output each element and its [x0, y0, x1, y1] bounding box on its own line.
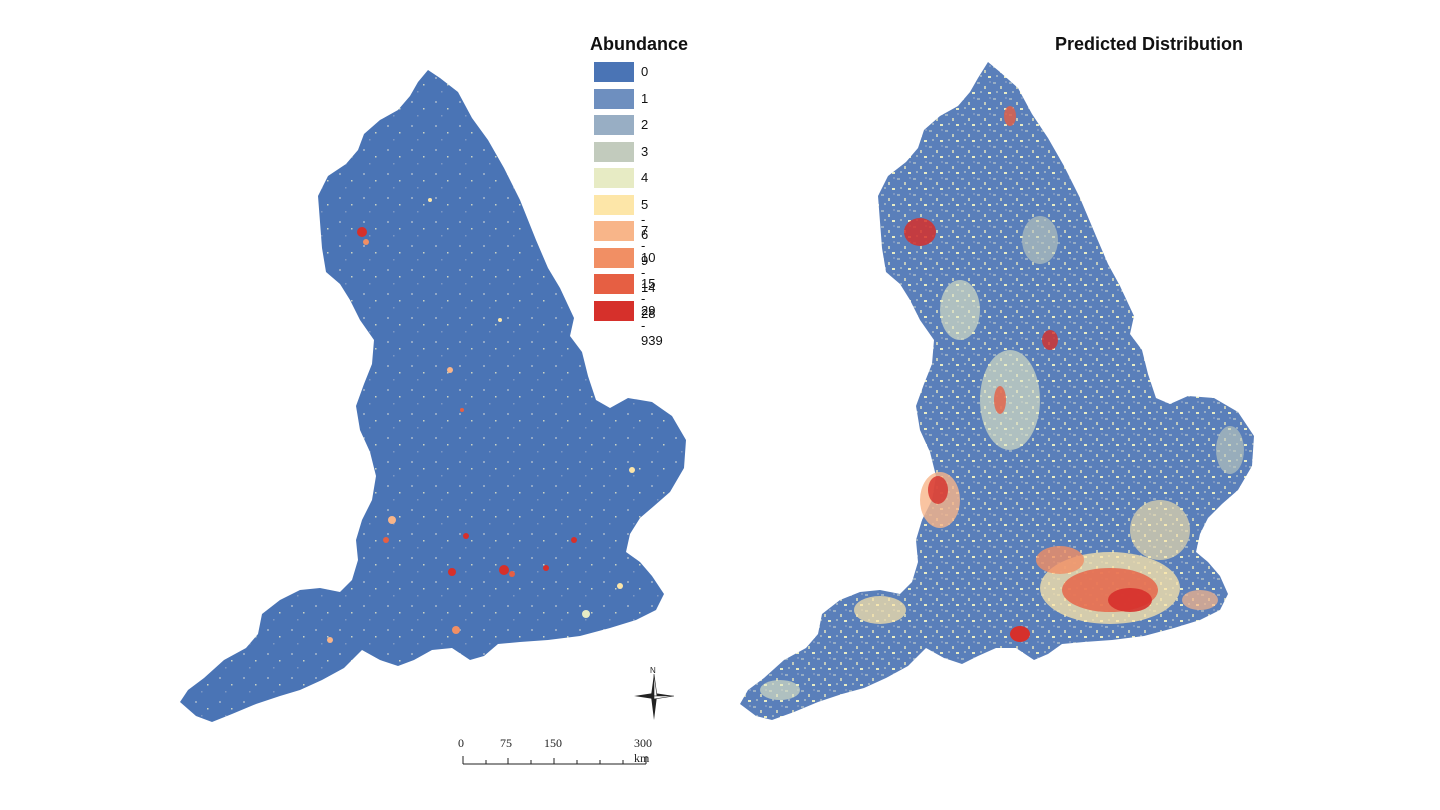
legend-swatch: [594, 88, 634, 109]
legend-swatch: [594, 221, 634, 241]
england-outline-abundance: [180, 70, 686, 722]
legend-label: 0: [641, 64, 649, 79]
north-label: N: [650, 666, 656, 675]
legend-label: 2: [641, 117, 649, 132]
predicted-distribution-map: [740, 62, 1254, 720]
predicted-hotspots: [760, 106, 1244, 700]
legend-label: 5 - 6: [641, 196, 649, 242]
scale-tick-label: 0: [458, 736, 464, 750]
legend-label: 29 - 939: [641, 302, 663, 348]
legend-swatch: [594, 62, 634, 82]
scale-tick-label: 150: [544, 736, 562, 750]
scale-tick-label: 300 km: [634, 736, 652, 765]
legend-label: 4: [641, 170, 649, 185]
north-arrow-compass-icon: [634, 673, 675, 720]
legend-swatch: [594, 274, 634, 294]
legend-swatch: [594, 194, 634, 215]
legend-swatch: [594, 300, 634, 321]
scale-bar-line: [462, 756, 647, 765]
legend-label: 3: [641, 143, 649, 159]
legend-label: 7 - 9: [641, 223, 649, 268]
scale-tick-label: 75: [500, 736, 512, 750]
legend-label: 10 - 14: [641, 249, 656, 295]
scale-bar: 0 75 150 300 km: [455, 736, 655, 770]
legend-label: 1: [641, 90, 649, 106]
predicted-distribution-title: Predicted Distribution: [1055, 34, 1244, 54]
legend-swatch: [594, 247, 634, 268]
legend-swatch: [594, 168, 634, 188]
legend-label: 15 - 28: [641, 276, 656, 321]
legend-swatch: [594, 115, 634, 135]
abundance-hotspots: [327, 198, 635, 643]
legend-title: Abundance: [590, 34, 689, 54]
abundance-map: [180, 70, 686, 722]
legend-swatch: [594, 141, 634, 162]
